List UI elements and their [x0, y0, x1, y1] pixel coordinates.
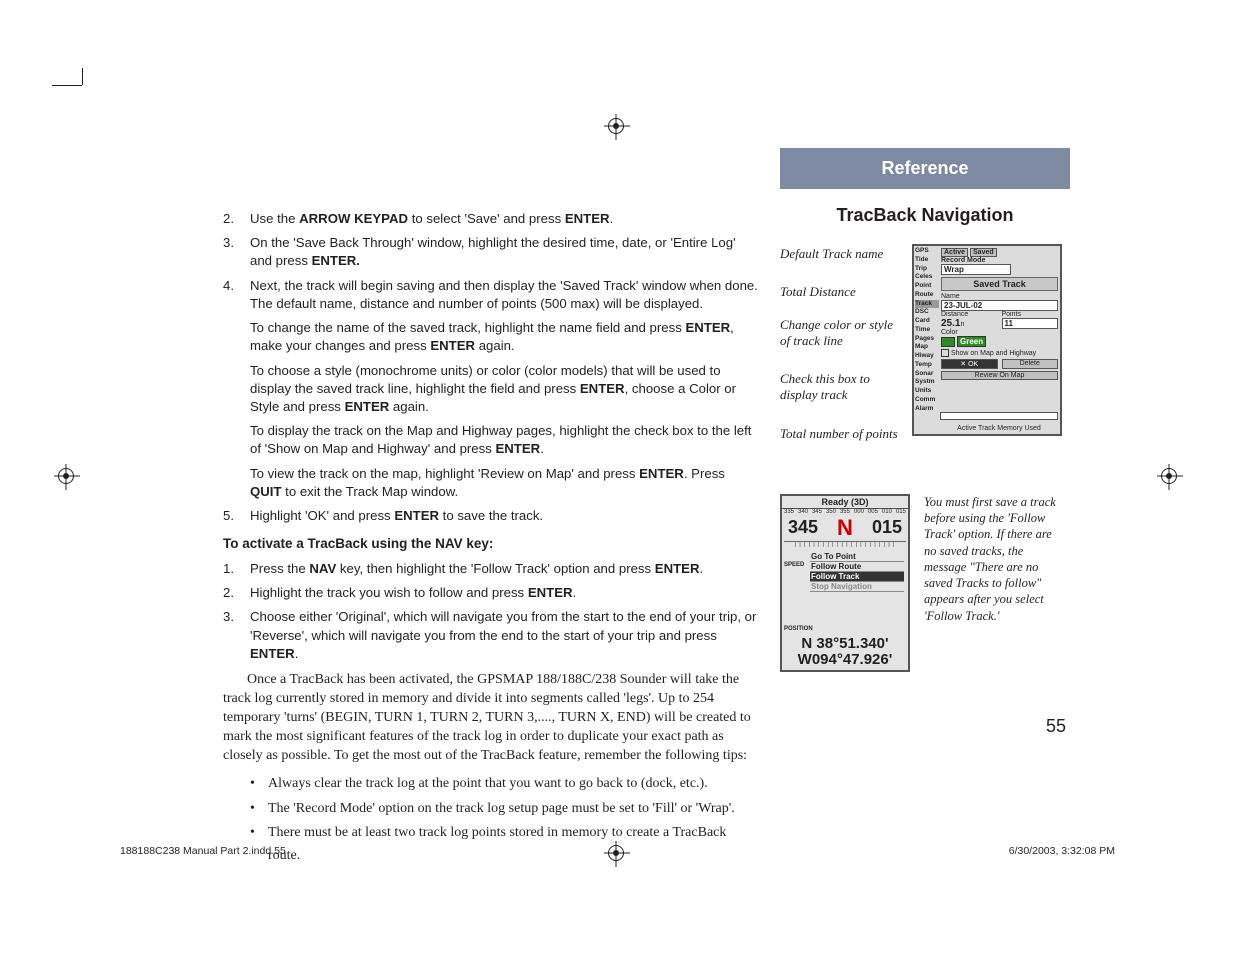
- step-text: Highlight the track you wish to follow a…: [250, 585, 576, 600]
- reference-header: Reference: [780, 148, 1070, 189]
- step-b1: 1.Press the NAV key, then highlight the …: [223, 560, 758, 578]
- step-3: 3.On the 'Save Back Through' window, hig…: [223, 234, 758, 270]
- main-text-column: 2.Use the ARROW KEYPAD to select 'Save' …: [223, 210, 758, 869]
- memory-label: Active Track Memory Used: [940, 425, 1058, 432]
- step-text: Choose either 'Original', which will nav…: [250, 609, 756, 660]
- step-b2: 2.Highlight the track you wish to follow…: [223, 584, 758, 602]
- crop-mark: [52, 85, 82, 86]
- step-5: 5.Highlight 'OK' and press ENTER to save…: [223, 507, 758, 525]
- registration-mark-top: [608, 118, 624, 134]
- registration-mark-left: [58, 468, 74, 484]
- memory-bar: [940, 412, 1058, 420]
- nav-menu: Go To Point Follow Route Follow Track St…: [810, 552, 904, 592]
- step-text: Use the ARROW KEYPAD to select 'Save' an…: [250, 211, 613, 226]
- footer: 188188C238 Manual Part 2.indd 55 6/30/20…: [120, 845, 1115, 857]
- step-b3: 3.Choose either 'Original', which will n…: [223, 608, 758, 663]
- bullet-item: The 'Record Mode' option on the track lo…: [250, 798, 758, 820]
- step-text: On the 'Save Back Through' window, highl…: [250, 235, 736, 268]
- figure-1-labels: Default Track name Total Distance Change…: [780, 244, 902, 464]
- body-paragraph: Once a TracBack has been activated, the …: [223, 671, 758, 765]
- nav-screenshot: Ready (3D) 335340345 350355000 005010015…: [780, 494, 910, 672]
- footer-right: 6/30/2003, 3:32:08 PM: [1009, 845, 1115, 857]
- fig-label: Change color or style of track line: [780, 317, 902, 350]
- fig-label: Total number of points: [780, 426, 902, 442]
- position-coords: N 38°51.340' W094°47.926': [782, 636, 908, 668]
- figure-1-wrap: Default Track name Total Distance Change…: [780, 244, 1070, 464]
- fig-label: Default Track name: [780, 246, 902, 262]
- sub-instruction: To display the track on the Map and High…: [223, 422, 758, 458]
- footer-left: 188188C238 Manual Part 2.indd 55: [120, 845, 286, 857]
- saved-track-screenshot: GPSTideTrip CelesPointRoute TrackDSCCard…: [912, 244, 1062, 436]
- step-text: Next, the track will begin saving and th…: [250, 278, 758, 311]
- step-4: 4.Next, the track will begin saving and …: [223, 277, 758, 313]
- sub-instruction: To change the name of the saved track, h…: [223, 319, 758, 355]
- sub-instruction: To view the track on the map, highlight …: [223, 465, 758, 501]
- fig-label: Check this box to display track: [780, 371, 902, 404]
- instruction-step-5: 5.Highlight 'OK' and press ENTER to save…: [223, 507, 758, 525]
- sub-header: TracBack Navigation: [780, 205, 1070, 226]
- bullet-item: Always clear the track log at the point …: [250, 773, 758, 795]
- instruction-list-a: 2.Use the ARROW KEYPAD to select 'Save' …: [223, 210, 758, 313]
- step-2: 2.Use the ARROW KEYPAD to select 'Save' …: [223, 210, 758, 228]
- registration-mark-right: [1161, 468, 1177, 484]
- section-heading: To activate a TracBack using the NAV key…: [223, 535, 758, 554]
- crop-mark: [82, 68, 83, 85]
- figure-2-wrap: Ready (3D) 335340345 350355000 005010015…: [780, 494, 1070, 672]
- instruction-list-b: 1.Press the NAV key, then highlight the …: [223, 560, 758, 663]
- figure-2-note: You must first save a track before using…: [924, 494, 1064, 672]
- sub-instruction: To choose a style (monochrome units) or …: [223, 362, 758, 417]
- step-text: Press the NAV key, then highlight the 'F…: [250, 561, 703, 576]
- fig-label: Total Distance: [780, 284, 902, 300]
- step-text: Highlight 'OK' and press ENTER to save t…: [250, 508, 543, 523]
- page-number: 55: [1046, 716, 1066, 737]
- north-indicator: N: [837, 515, 853, 541]
- side-column: Reference TracBack Navigation Default Tr…: [780, 148, 1070, 672]
- sidebar-tabs: GPSTideTrip CelesPointRoute TrackDSCCard…: [915, 247, 939, 433]
